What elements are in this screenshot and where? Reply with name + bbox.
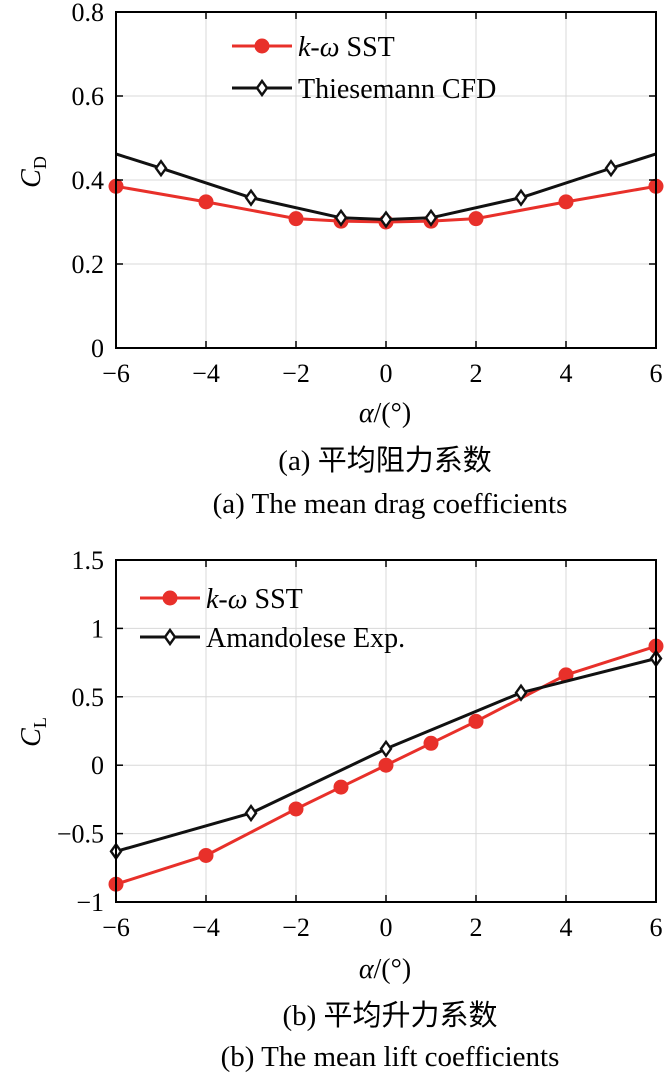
y-tick-label: 0: [91, 751, 104, 780]
y-tick-label: −1: [76, 888, 104, 917]
x-tick-label: 4: [560, 359, 573, 388]
series-reference: [115, 152, 657, 229]
data-point: [244, 188, 258, 207]
data-point: [424, 208, 438, 227]
y-tick-label: 0: [91, 334, 104, 363]
x-tick-label: −6: [102, 359, 130, 388]
x-tick-label: −2: [282, 359, 310, 388]
caption-english: (b) The mean lift coefficients: [221, 1041, 560, 1073]
data-point: [558, 194, 574, 210]
data-point: [514, 683, 528, 702]
lift-coefficient-chart: −6 −4 −2 0 2 4 6 −1 −0.5 0 0.5 1 1.5 k-ω SST Amandole…: [16, 546, 664, 1073]
data-point: [514, 188, 528, 207]
x-tick-label: −4: [192, 359, 220, 388]
x-tick-label: 2: [470, 359, 483, 388]
y-axis-label: CL: [16, 717, 50, 747]
data-point: [154, 159, 168, 178]
data-point: [244, 804, 258, 823]
y-tick-label: 1: [91, 614, 104, 643]
y-tick-label: 0.2: [72, 250, 105, 279]
data-point: [378, 757, 394, 773]
data-point: [198, 847, 214, 863]
data-point: [379, 210, 393, 229]
caption-english: (a) The mean drag coefficients: [213, 488, 568, 520]
x-tick-label: −6: [102, 913, 130, 942]
data-point: [198, 194, 214, 210]
legend: k-ω SST Amandolese Exp.: [140, 584, 405, 654]
caption-chinese: (b) 平均升力系数: [282, 999, 497, 1032]
drag-coefficient-chart: −6 −4 −2 0 2 4 6 0 0.2 0.4 0.6 0.8 k-ω SST Thieseman…: [16, 0, 664, 520]
data-point: [333, 779, 349, 795]
x-axis-label: α/(°): [359, 954, 411, 985]
data-point: [468, 713, 484, 729]
y-tick-label: 0.6: [72, 82, 105, 111]
legend: k-ω SST Thiesemann CFD: [232, 32, 496, 105]
x-tick-label: 6: [650, 359, 663, 388]
x-axis-label: α/(°): [359, 398, 411, 429]
y-tick-label: 0.8: [72, 0, 105, 27]
legend-marker: [254, 38, 270, 54]
x-tick-label: 4: [560, 913, 573, 942]
y-tick-label: −0.5: [57, 820, 104, 849]
x-tick-label: 2: [470, 913, 483, 942]
y-tick-label: 0.5: [72, 683, 105, 712]
legend-marker: [163, 627, 177, 647]
tick-labels: −6 −4 −2 0 2 4 6 0 0.2 0.4 0.6 0.8: [72, 0, 663, 388]
legend-marker: [255, 78, 269, 98]
x-tick-label: 6: [650, 913, 663, 942]
y-tick-label: 1.5: [72, 546, 105, 575]
grid: [115, 559, 657, 903]
legend-label: k-ω SST: [206, 584, 303, 615]
legend-label: Thiesemann CFD: [298, 74, 496, 105]
y-tick-label: 0.4: [72, 166, 105, 195]
data-point: [423, 735, 439, 751]
legend-marker: [162, 590, 178, 606]
legend-label: k-ω SST: [298, 32, 395, 63]
data-point: [288, 801, 304, 817]
data-point: [288, 211, 304, 227]
caption-chinese: (a) 平均阻力系数: [278, 444, 491, 477]
x-tick-label: 0: [380, 359, 393, 388]
x-tick-label: −4: [192, 913, 220, 942]
legend-label: Amandolese Exp.: [206, 623, 405, 654]
data-point: [604, 159, 618, 178]
data-point: [334, 208, 348, 227]
x-tick-label: 0: [380, 913, 393, 942]
data-point: [468, 211, 484, 227]
tick-labels: −6 −4 −2 0 2 4 6 −1 −0.5 0 0.5 1 1.5: [57, 546, 663, 942]
series-group: [108, 638, 664, 892]
y-axis-label: CD: [16, 156, 50, 188]
x-tick-label: −2: [282, 913, 310, 942]
series-group: [108, 152, 664, 230]
data-point: [379, 739, 393, 758]
